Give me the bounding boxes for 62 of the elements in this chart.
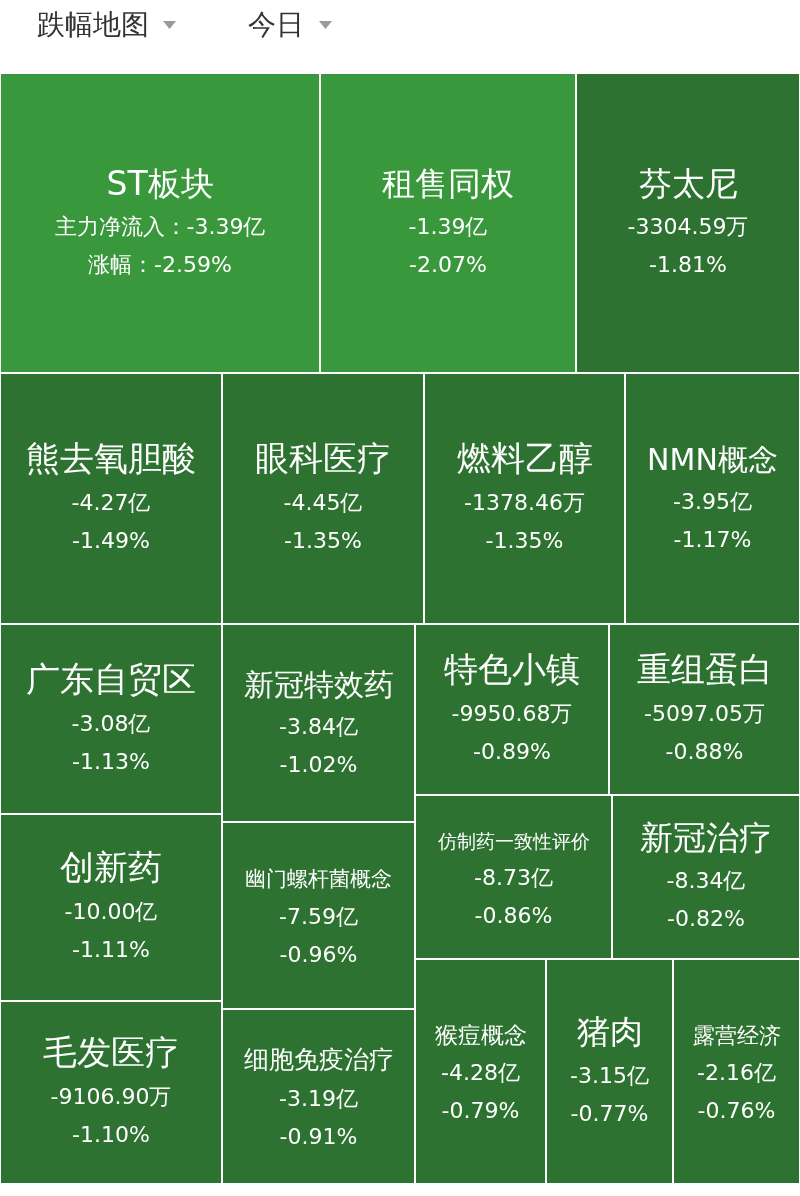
data-label: 涨幅：-2.59% — [88, 252, 232, 278]
data-label: -1.49% — [72, 528, 150, 553]
data-label: -4.28亿 — [441, 1060, 520, 1086]
data-label: -4.27亿 — [71, 490, 151, 515]
data-label: -8.73亿 — [474, 864, 553, 890]
data-label: -0.77% — [570, 1100, 649, 1126]
data-label: -1.13% — [72, 748, 150, 774]
category-label: 眼科医疗 — [255, 438, 391, 478]
category-label: 露营经济 — [692, 1023, 781, 1048]
category-label: ST板块 — [106, 163, 214, 203]
category-label: 仿制药一致性评价 — [436, 830, 590, 853]
data-label: -1.81% — [649, 252, 727, 278]
data-label: 主力净流入：-3.39亿 — [54, 214, 266, 240]
text: 今日 — [248, 8, 304, 41]
category-label: 租售同权 — [382, 163, 514, 203]
data-label: -1.02% — [279, 751, 358, 777]
data-label: -0.82% — [667, 906, 745, 932]
data-label: -9950.68万 — [451, 701, 573, 726]
text: 跌幅地图 — [37, 8, 149, 41]
data-label: -3.15亿 — [570, 1062, 649, 1088]
category-label: 细胞免疫治疗 — [243, 1045, 394, 1075]
data-label: -2.07% — [409, 252, 487, 278]
data-label: -0.91% — [279, 1123, 358, 1149]
data-label: -0.89% — [473, 739, 551, 764]
data-label: -8.34亿 — [666, 868, 746, 894]
category-label: 燃料乙醇 — [456, 438, 593, 478]
data-label: -3.19亿 — [279, 1085, 358, 1111]
data-label: -0.79% — [441, 1098, 520, 1124]
data-label: -3.84亿 — [279, 713, 358, 739]
data-label: -1378.46万 — [464, 490, 585, 515]
data-label: -1.17% — [673, 527, 752, 552]
data-label: -7.59亿 — [279, 903, 358, 929]
category-label: 特色小镇 — [444, 649, 580, 689]
data-label: -4.45亿 — [283, 490, 363, 515]
data-label: -3.95亿 — [673, 489, 752, 514]
category-label: 广东自贸区 — [26, 658, 196, 699]
data-label: -0.88% — [665, 739, 744, 764]
data-label: -9106.90万 — [50, 1084, 172, 1109]
data-label: -1.35% — [284, 528, 362, 553]
category-label: 幽门螺杆菌概念 — [245, 867, 392, 892]
data-label: -10.00亿 — [64, 899, 158, 924]
data-label: -5097.05万 — [644, 701, 765, 726]
category-label: 芬太尼 — [638, 163, 738, 203]
data-label: -0.86% — [474, 902, 553, 928]
category-label: 熊去氧胆酸 — [26, 438, 196, 478]
data-label: -1.35% — [485, 528, 564, 553]
data-label: -1.39亿 — [408, 214, 488, 240]
data-label: -0.96% — [279, 941, 358, 967]
category-label: 新冠治疗 — [640, 817, 772, 857]
category-label: NMN概念 — [647, 442, 778, 477]
data-label: -0.76% — [697, 1098, 776, 1123]
data-label: -3304.59万 — [627, 214, 749, 240]
category-label: 猪肉 — [576, 1012, 643, 1052]
category-label: 毛发医疗 — [43, 1032, 179, 1072]
data-label: -1.11% — [72, 937, 150, 962]
category-label: 创新药 — [60, 847, 162, 887]
category-label: 重组蛋白 — [636, 649, 773, 689]
category-label: 猴痘概念 — [434, 1021, 527, 1048]
data-label: -2.16亿 — [697, 1060, 776, 1085]
data-label: -3.08亿 — [71, 710, 151, 736]
data-label: -1.10% — [72, 1122, 150, 1147]
category-label: 新冠特效药 — [243, 666, 394, 702]
